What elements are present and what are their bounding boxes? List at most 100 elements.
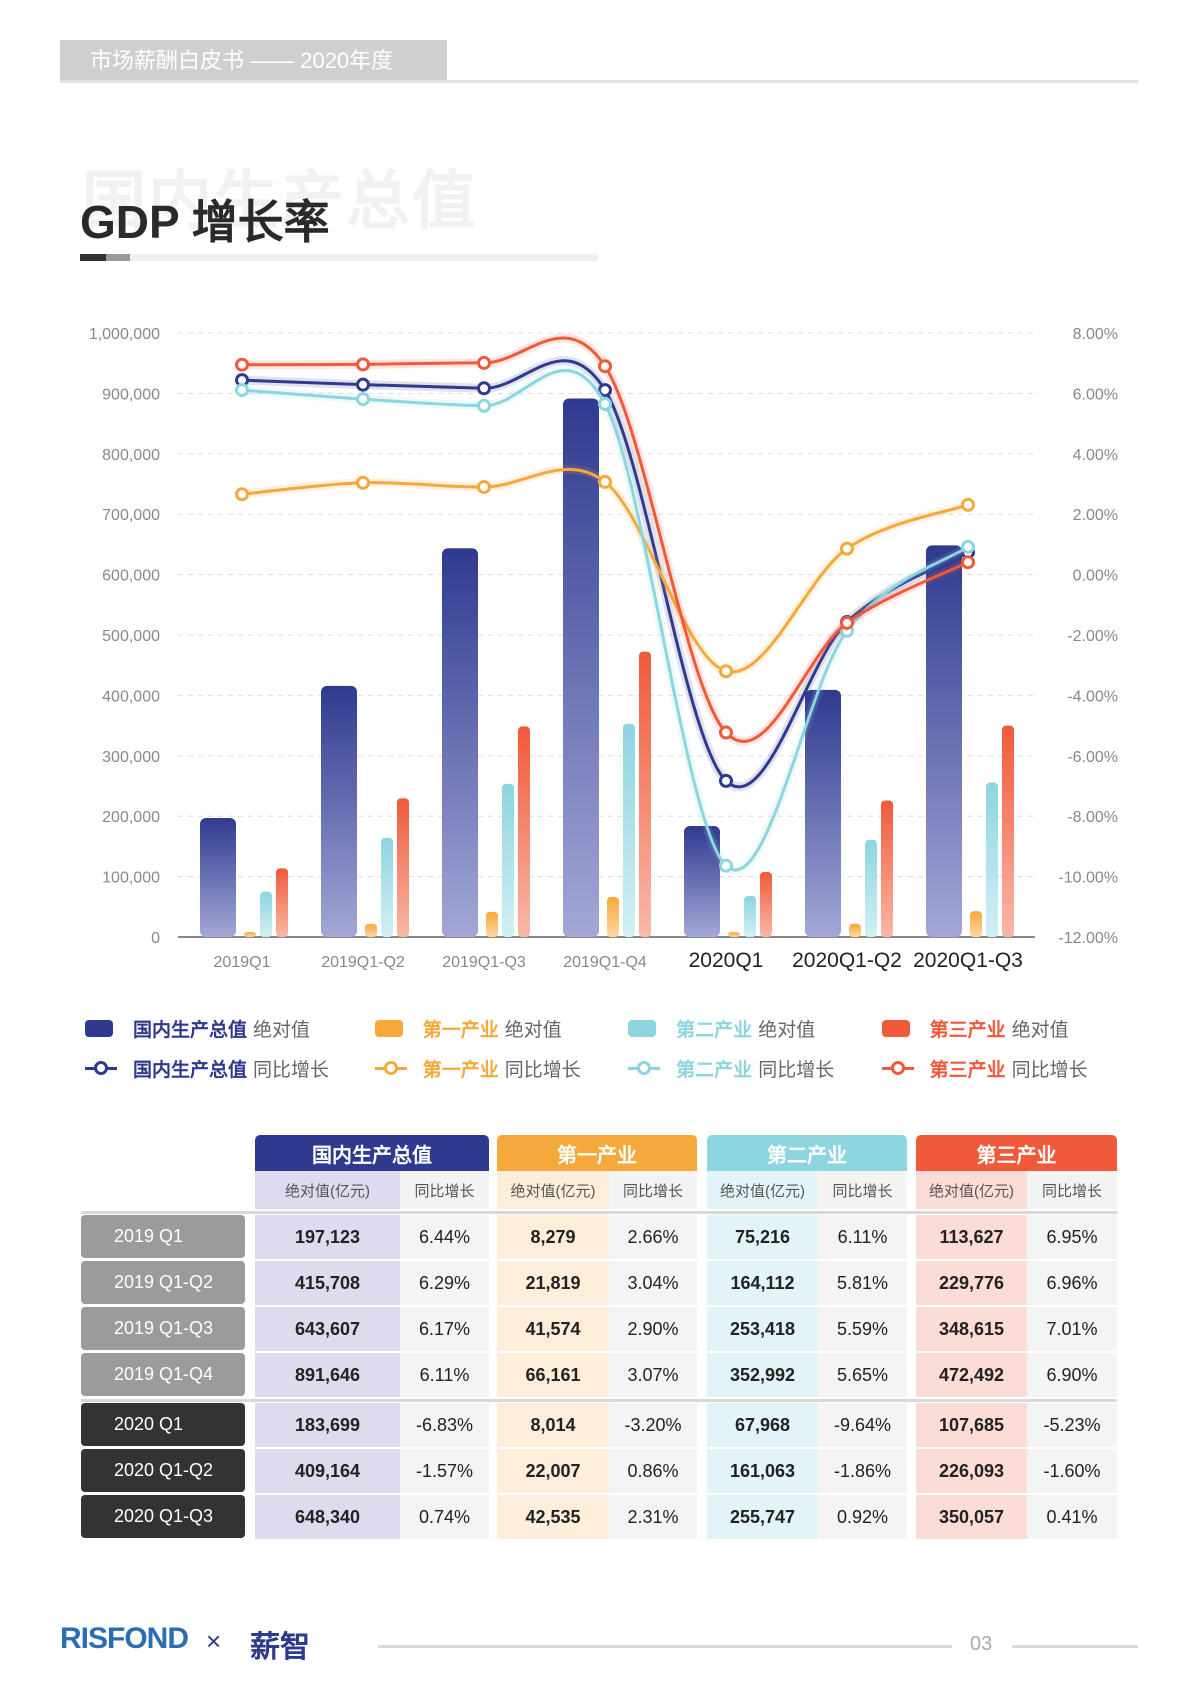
cell-yoy-growth: 0.41% <box>1027 1495 1117 1541</box>
bar-swatch-icon <box>85 1019 113 1037</box>
point-tertiary <box>356 357 370 372</box>
row-label: 2019 Q1-Q4 <box>81 1353 245 1396</box>
point-primary <box>961 497 975 512</box>
y-left-tick: 900,000 <box>102 386 160 403</box>
point-secondary <box>235 383 249 398</box>
cell-yoy-growth: 2.90% <box>609 1307 697 1353</box>
line-primary <box>241 467 969 674</box>
cell-absolute-value: 415,708 <box>255 1261 400 1307</box>
y-right-tick: -10.00% <box>1058 870 1118 887</box>
cell-absolute-value: 472,492 <box>916 1353 1027 1399</box>
title-underline-light <box>130 254 598 261</box>
bar-tertiary <box>1002 725 1014 937</box>
x-tick: 2020Q1-Q3 <box>913 949 1023 972</box>
cell-yoy-growth: 5.65% <box>818 1353 907 1399</box>
cell-yoy-growth: 2.66% <box>609 1215 697 1261</box>
risfond-logo: RISFOND <box>60 1622 189 1655</box>
bar-primary <box>728 932 740 937</box>
table-divider <box>81 1399 1117 1402</box>
group-header: 第三产业 <box>916 1135 1117 1171</box>
point-primary <box>477 480 491 495</box>
bar-primary <box>849 923 861 937</box>
legend-series-name: 第三产业 <box>929 1019 1006 1041</box>
chart-legend: 国内生产总值 绝对值 第一产业 绝对值 第二产业 绝对值 第三产业 绝对值 国内生产总值 同比增… <box>85 1008 1135 1088</box>
group-header: 第一产业 <box>497 1135 697 1171</box>
legend-item: 第二产业 绝对值 <box>628 1015 881 1042</box>
cell-absolute-value: 643,607 <box>255 1307 400 1353</box>
y-left-tick: 600,000 <box>102 568 160 585</box>
sub-header-yoy: 同比增长 <box>818 1171 907 1211</box>
point-gdp <box>477 381 491 396</box>
cell-yoy-growth: 6.11% <box>818 1215 907 1261</box>
bar-gdp <box>926 545 962 937</box>
line-marker-icon <box>374 1061 407 1075</box>
bar-secondary <box>623 723 635 937</box>
point-gdp <box>719 773 733 788</box>
legend-item: 第一产业 绝对值 <box>374 1015 628 1042</box>
xinzhi-logo: 薪智 <box>250 1631 310 1664</box>
bar-gdp <box>805 689 841 937</box>
cell-yoy-growth: -1.57% <box>400 1449 489 1495</box>
bar-primary <box>607 897 619 937</box>
cell-absolute-value: 226,093 <box>916 1449 1027 1495</box>
bar-secondary <box>381 837 393 937</box>
bar-tertiary <box>639 651 651 937</box>
legend-series-name: 第一产业 <box>422 1019 499 1041</box>
cell-absolute-value: 22,007 <box>497 1449 609 1495</box>
gdp-table: 国内生产总值 绝对值(亿元) 同比增长 第一产业 绝对值(亿元) 同比增长 第二产业 绝对值(… <box>81 1135 1117 1541</box>
cell-yoy-growth: -5.23% <box>1027 1403 1117 1449</box>
point-secondary <box>356 392 370 407</box>
y-right-tick: -8.00% <box>1067 809 1118 826</box>
legend-item: 国内生产总值 绝对值 <box>85 1015 375 1042</box>
sub-header-abs: 绝对值(亿元) <box>497 1171 609 1211</box>
y-right-tick: 6.00% <box>1073 386 1118 403</box>
bar-secondary <box>744 895 756 937</box>
x-tick: 2019Q1-Q2 <box>321 954 405 971</box>
y-left-tick: 0 <box>151 930 160 947</box>
legend-item: 第一产业 同比增长 <box>374 1055 628 1082</box>
cell-yoy-growth: 6.29% <box>400 1261 489 1307</box>
group-header: 第二产业 <box>707 1135 907 1171</box>
line-glow-primary <box>241 464 970 677</box>
y-right-tick: -6.00% <box>1067 749 1118 766</box>
bar-gdp <box>563 398 599 937</box>
legend-series-name: 国内生产总值 <box>133 1019 248 1041</box>
cell-absolute-value: 409,164 <box>255 1449 400 1495</box>
cell-absolute-value: 41,574 <box>497 1307 609 1353</box>
bar-tertiary <box>276 868 288 937</box>
cell-absolute-value: 161,063 <box>707 1449 818 1495</box>
legend-series-suffix: 绝对值 <box>1011 1019 1069 1041</box>
cell-absolute-value: 75,216 <box>707 1215 818 1261</box>
cell-absolute-value: 229,776 <box>916 1261 1027 1307</box>
footer-line-right <box>1012 1645 1138 1648</box>
sub-header-yoy: 同比增长 <box>609 1171 697 1211</box>
cell-yoy-growth: 2.31% <box>609 1495 697 1541</box>
line-secondary <box>241 369 969 872</box>
cell-yoy-growth: -9.64% <box>818 1403 907 1449</box>
bar-gdp <box>684 826 720 937</box>
logo-separator: × <box>206 1626 222 1656</box>
cell-absolute-value: 8,014 <box>497 1403 609 1449</box>
legend-series-name: 第三产业 <box>929 1059 1006 1081</box>
gdp-chart: 1,000,000 8.00% 900,000 6.00% 800,000 4.00% 70… <box>89 326 1118 972</box>
point-primary <box>598 474 612 489</box>
x-tick: 2019Q1-Q4 <box>563 954 647 971</box>
cell-yoy-growth: 0.86% <box>609 1449 697 1495</box>
cell-absolute-value: 183,699 <box>255 1403 400 1449</box>
y-right-tick: -2.00% <box>1067 628 1118 645</box>
cell-yoy-growth: 0.92% <box>818 1495 907 1541</box>
cell-yoy-growth: 6.90% <box>1027 1353 1117 1399</box>
bar-gdp <box>442 548 478 937</box>
cell-yoy-growth: 3.07% <box>609 1353 697 1399</box>
title-watermark: 国内生产总值 <box>82 165 478 237</box>
cell-absolute-value: 255,747 <box>707 1495 818 1541</box>
legend-item: 第三产业 绝对值 <box>881 1015 1135 1042</box>
cell-absolute-value: 66,161 <box>497 1353 609 1399</box>
point-primary <box>235 487 249 502</box>
point-gdp <box>356 377 370 392</box>
cell-yoy-growth: 6.96% <box>1027 1261 1117 1307</box>
y-left-tick: 1,000,000 <box>89 326 160 343</box>
x-tick: 2019Q1 <box>214 954 271 971</box>
cell-absolute-value: 648,340 <box>255 1495 400 1541</box>
y-left-tick: 800,000 <box>102 447 160 464</box>
